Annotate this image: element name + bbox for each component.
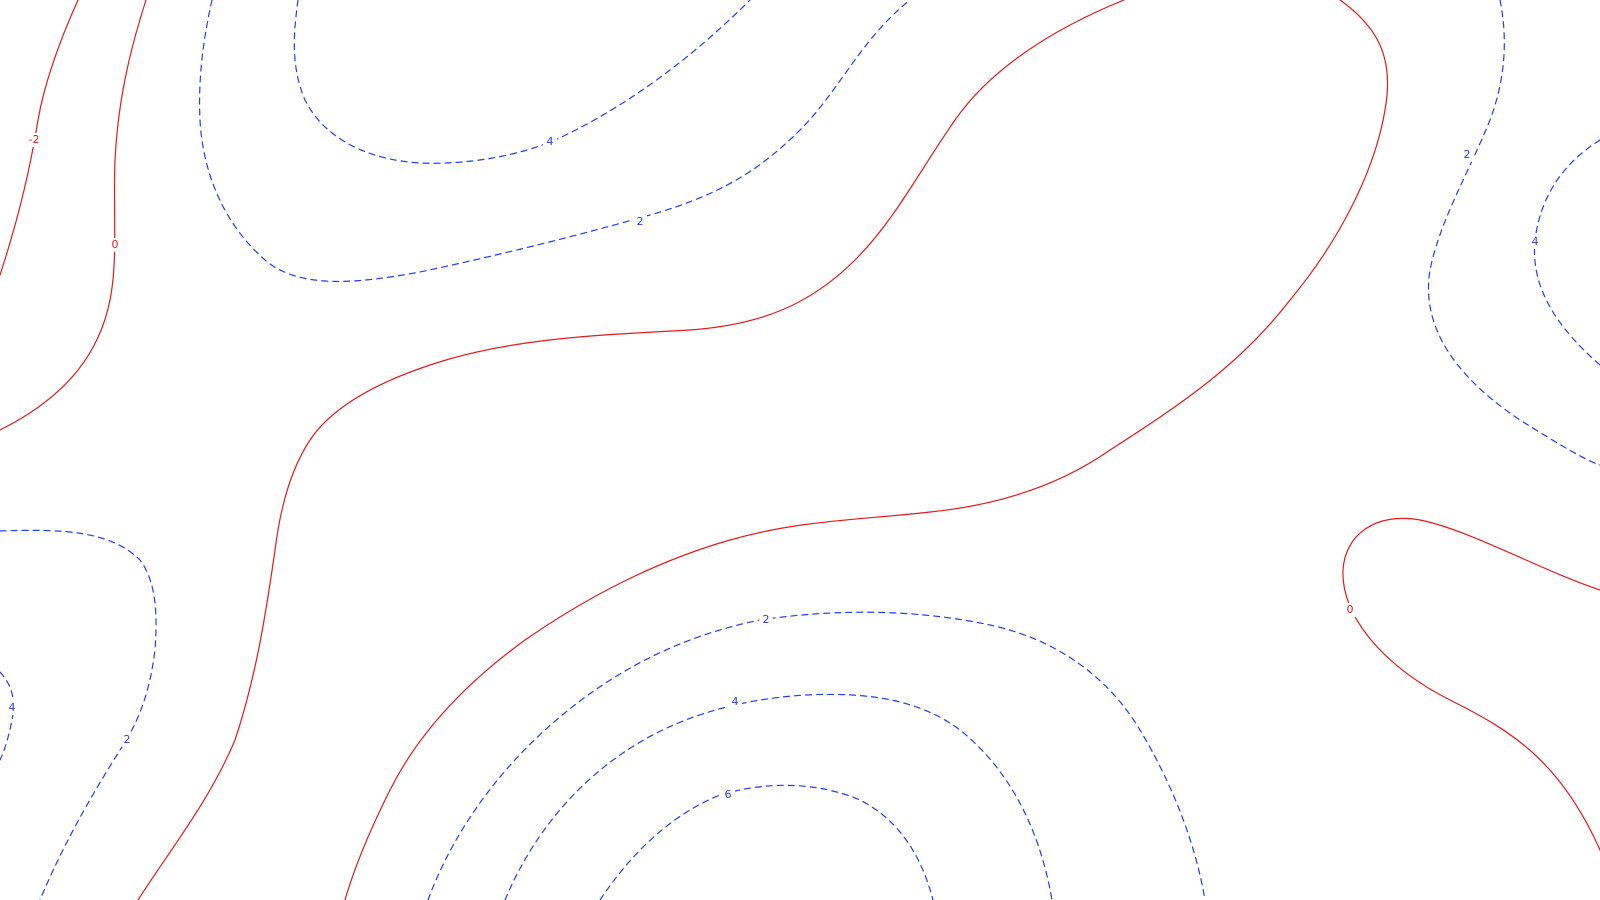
contour-label-background — [728, 695, 742, 709]
contour-level-4: 4 — [293, 0, 751, 164]
contour-line — [0, 529, 157, 900]
contour-level-2: 2 — [0, 529, 157, 900]
contour-level-0: 0 — [0, 0, 147, 431]
contour-level-2: 2 — [1427, 0, 1600, 466]
contour-line — [198, 0, 911, 283]
contour-label-background — [120, 733, 134, 747]
contour-label-background — [543, 135, 557, 149]
contour-label-background — [1528, 235, 1542, 249]
contour-level-neg2: -2 — [0, 0, 79, 276]
contour-label: 2 — [763, 613, 770, 626]
contour-line — [427, 611, 1206, 900]
contour-label-background — [5, 701, 19, 715]
contour-line — [293, 0, 751, 164]
contour-label-background — [633, 215, 647, 229]
contour-level-0 — [344, 0, 1389, 900]
contour-level-2: 2 — [427, 611, 1206, 900]
contour-label-background — [108, 238, 122, 252]
contour-label-background — [27, 133, 41, 147]
contour-label: 6 — [725, 788, 732, 801]
contour-line — [0, 671, 15, 761]
contour-line — [344, 0, 1389, 900]
contour-label: 4 — [9, 701, 16, 714]
contour-line — [137, 0, 1125, 900]
contour-line — [1533, 139, 1600, 366]
contour-level-0 — [137, 0, 1125, 900]
contour-label: 4 — [547, 135, 554, 148]
contour-label: -2 — [29, 133, 40, 146]
contour-line — [1427, 0, 1600, 466]
contour-line — [0, 0, 147, 431]
contour-line — [0, 0, 79, 276]
contour-label-background — [721, 788, 735, 802]
contour-line — [1342, 517, 1600, 851]
contour-level-4: 4 — [1528, 139, 1600, 366]
contour-level-4: 4 — [504, 693, 1053, 900]
contour-line — [599, 784, 934, 900]
contour-label: 0 — [1347, 603, 1354, 616]
contour-label: 2 — [1464, 148, 1471, 161]
contour-label-background — [1343, 603, 1357, 617]
contour-label-background — [1460, 148, 1474, 162]
contour-label: 2 — [637, 215, 644, 228]
contour-level-4: 4 — [0, 671, 19, 761]
contour-label: 2 — [124, 733, 131, 746]
contour-label: 4 — [1532, 235, 1539, 248]
contour-label-background — [759, 613, 773, 627]
contour-level-0: 0 — [1342, 517, 1600, 851]
contour-level-2: 2 — [198, 0, 911, 283]
contour-level-6: 6 — [599, 784, 934, 900]
contour-label: 4 — [732, 695, 739, 708]
contour-label: 0 — [112, 238, 119, 251]
contour-line — [504, 693, 1053, 900]
